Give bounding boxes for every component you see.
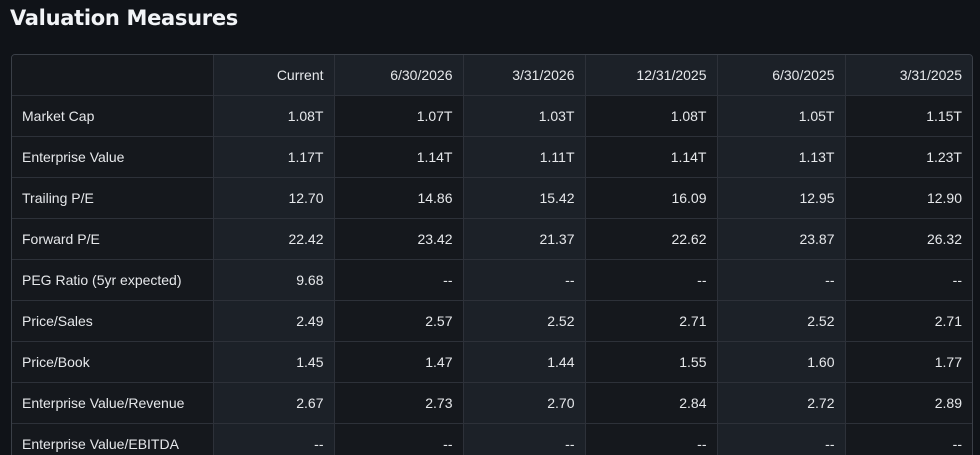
column-header: 6/30/2025 xyxy=(717,55,846,96)
value-cell: 1.08T xyxy=(213,95,335,137)
value-cell: 2.73 xyxy=(334,382,464,424)
value-cell: -- xyxy=(717,259,846,301)
table-row: Market Cap 1.08T 1.07T 1.03T 1.08T 1.05T 1.15T xyxy=(12,95,972,137)
table-row: Enterprise Value/Revenue 2.67 2.73 2.70 2.84… xyxy=(12,382,972,424)
value-cell: -- xyxy=(585,423,718,455)
value-cell: 9.68 xyxy=(213,259,335,301)
table-row: Trailing P/E 12.70 14.86 15.42 16.09 12.95 12.… xyxy=(12,177,972,219)
value-cell: 2.67 xyxy=(213,382,335,424)
value-cell: 1.07T xyxy=(334,95,464,137)
value-cell: 1.60 xyxy=(717,341,846,383)
valuation-table-container: Current 6/30/2026 3/31/2026 12/31/2025 6… xyxy=(11,54,973,455)
row-label: Enterprise Value/Revenue xyxy=(12,382,214,424)
value-cell: 23.42 xyxy=(334,218,464,260)
value-cell: 2.84 xyxy=(585,382,718,424)
value-cell: 21.37 xyxy=(463,218,586,260)
value-cell: 1.55 xyxy=(585,341,718,383)
row-label: Price/Sales xyxy=(12,300,214,342)
value-cell: 1.14T xyxy=(334,136,464,178)
column-header: 3/31/2025 xyxy=(845,55,972,96)
value-cell: 2.52 xyxy=(717,300,846,342)
row-label: Trailing P/E xyxy=(12,177,214,219)
value-cell: 1.08T xyxy=(585,95,718,137)
column-header: 3/31/2026 xyxy=(463,55,586,96)
value-cell: -- xyxy=(334,259,464,301)
value-cell: 12.90 xyxy=(845,177,972,219)
value-cell: 1.45 xyxy=(213,341,335,383)
value-cell: 16.09 xyxy=(585,177,718,219)
value-cell: 1.14T xyxy=(585,136,718,178)
valuation-table: Current 6/30/2026 3/31/2026 12/31/2025 6… xyxy=(12,55,972,455)
row-label: Market Cap xyxy=(12,95,214,137)
value-cell: 12.95 xyxy=(717,177,846,219)
value-cell: 1.23T xyxy=(845,136,972,178)
value-cell: 2.89 xyxy=(845,382,972,424)
value-cell: 1.05T xyxy=(717,95,846,137)
value-cell: 1.77 xyxy=(845,341,972,383)
value-cell: 22.42 xyxy=(213,218,335,260)
value-cell: 2.57 xyxy=(334,300,464,342)
table-row: Price/Book 1.45 1.47 1.44 1.55 1.60 1.77 xyxy=(12,341,972,383)
column-header: 6/30/2026 xyxy=(334,55,464,96)
value-cell: 2.70 xyxy=(463,382,586,424)
value-cell: -- xyxy=(463,259,586,301)
header-blank-cell xyxy=(12,55,214,96)
column-header: 12/31/2025 xyxy=(585,55,718,96)
row-label: PEG Ratio (5yr expected) xyxy=(12,259,214,301)
value-cell: -- xyxy=(334,423,464,455)
value-cell: 12.70 xyxy=(213,177,335,219)
value-cell: 1.13T xyxy=(717,136,846,178)
value-cell: -- xyxy=(585,259,718,301)
table-row: Price/Sales 2.49 2.57 2.52 2.71 2.52 2.71 xyxy=(12,300,972,342)
value-cell: 2.72 xyxy=(717,382,846,424)
table-row: Forward P/E 22.42 23.42 21.37 22.62 23.87 26.3… xyxy=(12,218,972,260)
column-header: Current xyxy=(213,55,335,96)
value-cell: -- xyxy=(845,423,972,455)
table-row: Enterprise Value/EBITDA -- -- -- -- -- -- xyxy=(12,423,972,455)
value-cell: -- xyxy=(845,259,972,301)
value-cell: 1.11T xyxy=(463,136,586,178)
table-row: PEG Ratio (5yr expected) 9.68 -- -- -- -- -- xyxy=(12,259,972,301)
row-label: Forward P/E xyxy=(12,218,214,260)
value-cell: 26.32 xyxy=(845,218,972,260)
header-row: Current 6/30/2026 3/31/2026 12/31/2025 6… xyxy=(12,55,972,96)
section-title: Valuation Measures xyxy=(10,6,238,30)
value-cell: 2.52 xyxy=(463,300,586,342)
value-cell: 1.15T xyxy=(845,95,972,137)
table-row: Enterprise Value 1.17T 1.14T 1.11T 1.14T 1.13… xyxy=(12,136,972,178)
row-label: Enterprise Value xyxy=(12,136,214,178)
value-cell: 15.42 xyxy=(463,177,586,219)
row-label: Price/Book xyxy=(12,341,214,383)
value-cell: 1.47 xyxy=(334,341,464,383)
value-cell: 2.49 xyxy=(213,300,335,342)
value-cell: -- xyxy=(213,423,335,455)
value-cell: 1.44 xyxy=(463,341,586,383)
value-cell: 23.87 xyxy=(717,218,846,260)
value-cell: 1.03T xyxy=(463,95,586,137)
value-cell: 2.71 xyxy=(845,300,972,342)
value-cell: 2.71 xyxy=(585,300,718,342)
value-cell: -- xyxy=(717,423,846,455)
value-cell: 14.86 xyxy=(334,177,464,219)
value-cell: -- xyxy=(463,423,586,455)
value-cell: 22.62 xyxy=(585,218,718,260)
row-label: Enterprise Value/EBITDA xyxy=(12,423,214,455)
value-cell: 1.17T xyxy=(213,136,335,178)
